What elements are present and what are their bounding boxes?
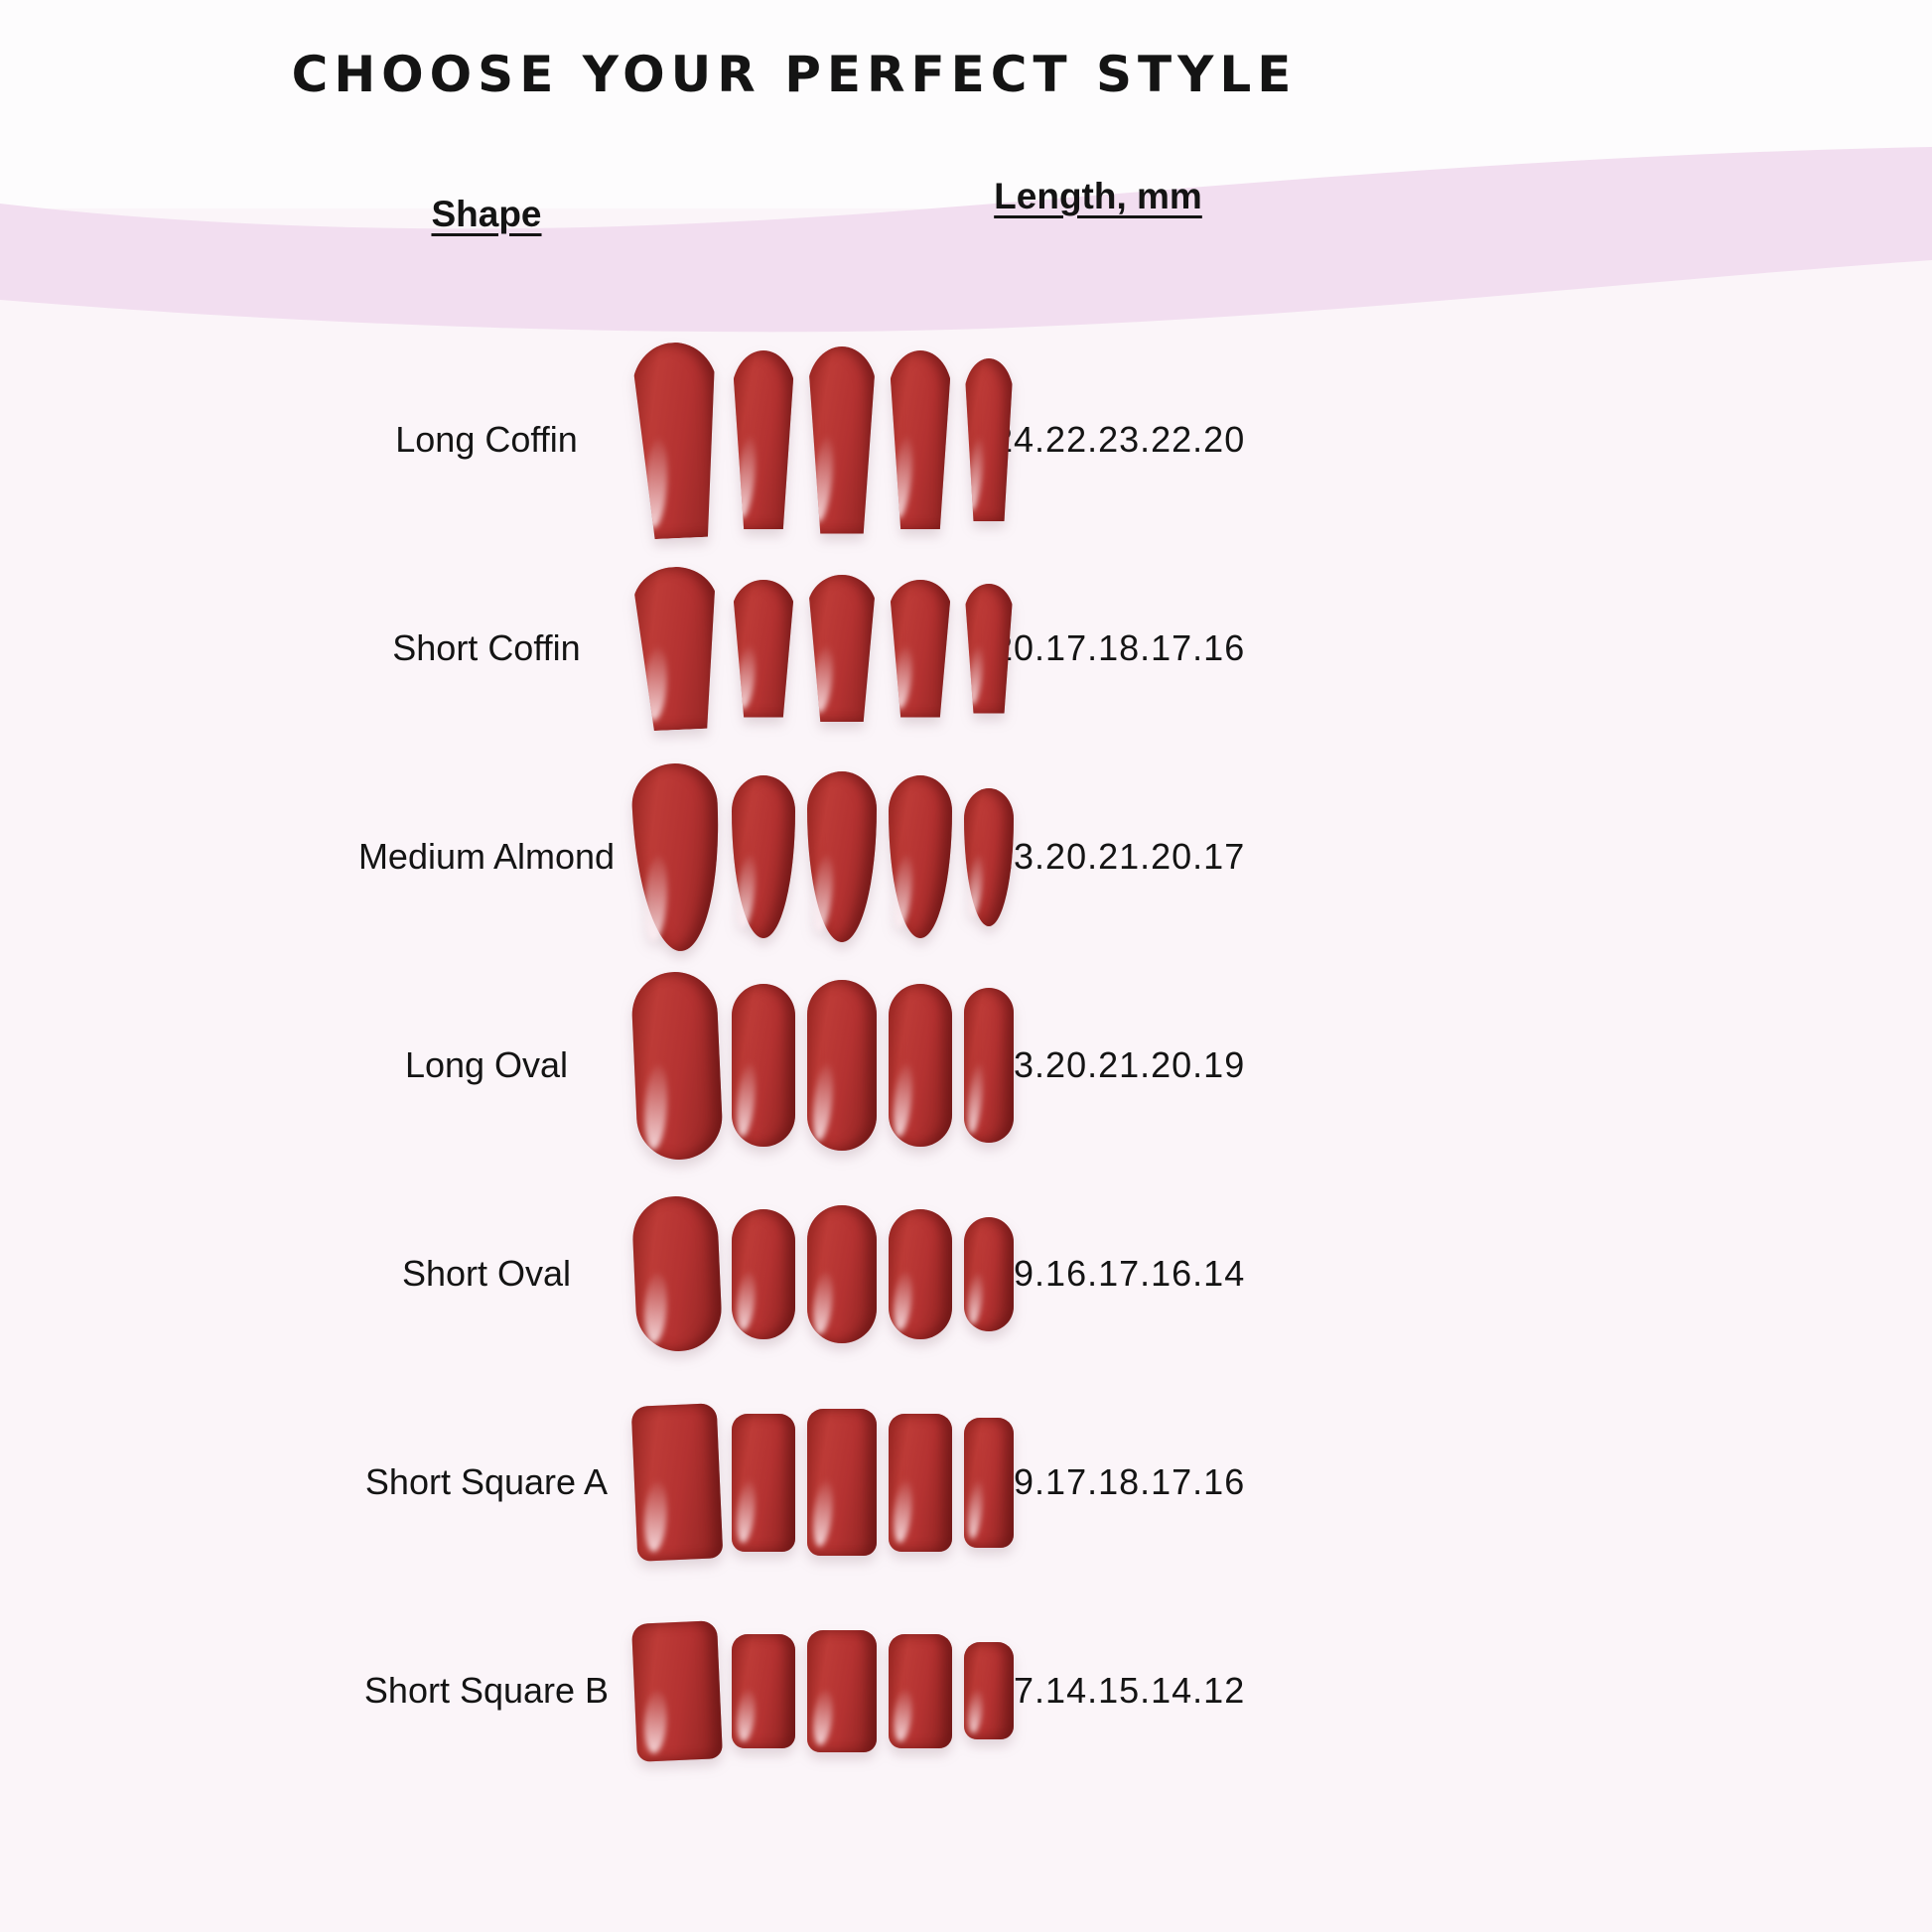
column-header-shape: Shape (431, 194, 542, 234)
table-row: Short Oval 19.16.17.16.14 (0, 1170, 1932, 1378)
nail-square-icon (630, 1403, 724, 1562)
nail-oval-icon (629, 969, 725, 1162)
nail-square-icon (889, 1413, 952, 1552)
nail-coffin-icon (807, 345, 877, 534)
shape-label: Short Coffin (392, 627, 581, 669)
table-row: Short Square B 17.14.15.14.12 (0, 1587, 1932, 1795)
nail-square-icon (964, 1642, 1014, 1739)
nail-set-graphic (629, 969, 1014, 1162)
page-title: CHOOSE YOUR PERFECT STYLE (291, 46, 1298, 103)
nail-oval-icon (964, 1216, 1014, 1331)
shape-label: Long Coffin (395, 419, 578, 461)
column-header-length: Length, mm (994, 176, 1202, 216)
nail-oval-icon (964, 988, 1014, 1143)
nail-almond-icon (964, 787, 1014, 926)
nail-almond-icon (629, 760, 725, 953)
nail-oval-icon (630, 1194, 724, 1353)
table-row: Medium Almond 23.20.21.20.17 (0, 753, 1932, 961)
nail-almond-icon (889, 775, 952, 938)
nail-set-graphic (630, 1194, 1014, 1353)
length-value: 23.20.21.20.17 (993, 836, 1246, 877)
nail-oval-icon (732, 1208, 795, 1339)
style-table: Long Coffin 24.22.23.22.20 Short Coffin … (0, 336, 1932, 1795)
nail-oval-icon (732, 984, 795, 1147)
nail-coffin-icon (964, 583, 1014, 714)
table-row: Short Square A 19.17.18.17.16 (0, 1378, 1932, 1587)
nail-almond-icon (732, 775, 795, 938)
length-value: 19.17.18.17.16 (993, 1461, 1246, 1502)
nail-square-icon (964, 1417, 1014, 1548)
shape-label: Short Square A (364, 1461, 609, 1503)
shape-label: Short Oval (401, 1253, 572, 1295)
pink-wave-band (0, 147, 1932, 333)
nail-oval-icon (807, 980, 877, 1151)
length-value: 17.14.15.14.12 (993, 1670, 1246, 1711)
table-row: Short Coffin 20.17.18.17.16 (0, 544, 1932, 753)
nail-coffin-icon (889, 579, 952, 718)
nail-square-icon (631, 1619, 723, 1762)
nail-set-graphic (630, 1403, 1014, 1562)
shape-label: Long Oval (404, 1044, 569, 1086)
nail-oval-icon (889, 984, 952, 1147)
length-value: 20.17.18.17.16 (993, 627, 1246, 668)
nail-square-icon (732, 1633, 795, 1748)
nail-oval-icon (807, 1204, 877, 1343)
shape-label: Short Square B (363, 1670, 610, 1712)
nail-set-graphic (655, 567, 1014, 730)
nail-coffin-icon (807, 575, 877, 722)
nail-coffin-icon (630, 565, 723, 732)
nail-square-icon (807, 1629, 877, 1752)
nail-square-icon (889, 1633, 952, 1748)
nail-coffin-icon (732, 579, 795, 718)
nail-almond-icon (807, 771, 877, 942)
length-value: 24.22.23.22.20 (993, 419, 1246, 460)
nail-coffin-icon (630, 341, 725, 540)
nail-coffin-icon (889, 350, 952, 529)
table-row: Long Coffin 24.22.23.22.20 (0, 336, 1932, 544)
length-value: 19.16.17.16.14 (993, 1253, 1246, 1294)
table-row: Long Oval 23.20.21.20.19 (0, 961, 1932, 1170)
nail-set-graphic (655, 343, 1014, 538)
nail-oval-icon (889, 1208, 952, 1339)
length-value: 23.20.21.20.19 (993, 1044, 1246, 1085)
nail-coffin-icon (732, 350, 795, 529)
nail-set-graphic (629, 760, 1014, 953)
nail-coffin-icon (964, 358, 1014, 521)
nail-square-icon (732, 1413, 795, 1552)
shape-label: Medium Almond (357, 836, 616, 878)
nail-square-icon (807, 1409, 877, 1556)
nail-set-graphic (631, 1619, 1014, 1762)
